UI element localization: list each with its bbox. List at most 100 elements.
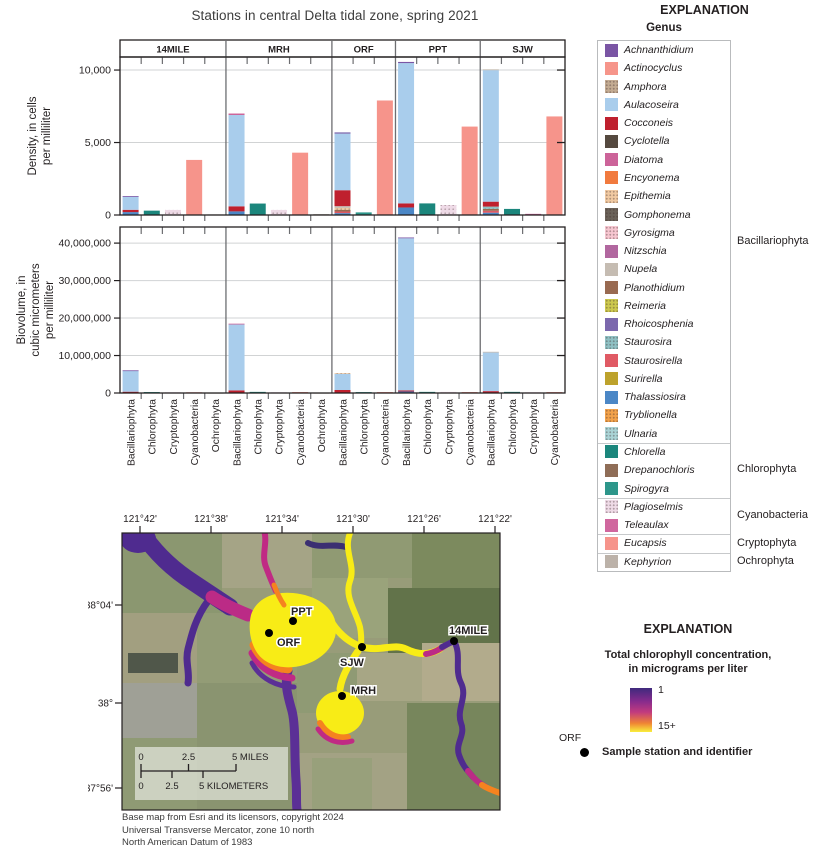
- phylum-group-label: Ochrophyta: [737, 554, 794, 567]
- legend-genus-row: Gyrosigma: [598, 224, 730, 242]
- x-category-label: Cryptophyta: [444, 399, 455, 455]
- legend-genus-row: Diatoma: [598, 151, 730, 169]
- genus-color-chip: [605, 408, 618, 422]
- credit-line: Base map from Esri and its licensors, co…: [122, 812, 344, 823]
- bar-segment-Thalassiosira: [228, 211, 245, 215]
- y-tick-label: 10,000,000: [58, 350, 111, 362]
- map-labels: 121°42' 121°38' 121°34' 121°30' 121°26' 121°2…: [88, 514, 512, 795]
- genus-color-chip: [605, 189, 618, 203]
- x-category-label: Bacillariophyta: [338, 399, 349, 466]
- genus-name: Tryblionella: [624, 409, 677, 422]
- bar-segment-Cocconeis: [228, 206, 245, 212]
- genus-color-chip: [605, 226, 618, 240]
- bar-segment-Cocconeis: [398, 390, 415, 392]
- legend-genus-row: Drepanochloris: [598, 461, 730, 479]
- bar-segment-pattern: [334, 207, 351, 210]
- legend-genus-row: Thalassiosira: [598, 388, 730, 406]
- legend-genus-row: Cyclotella: [598, 132, 730, 150]
- bar-segment-Staurosirella: [482, 210, 499, 213]
- chart-text: 0 5,000 10,000 Density, in cells per millili…: [16, 45, 561, 466]
- genus-color-chip: [605, 171, 618, 185]
- lat-label: 38°: [98, 699, 113, 710]
- x-category-label: Cyanobacteria: [190, 399, 201, 466]
- genus-name: Gomphonema: [624, 208, 691, 221]
- genus-color-chip: [605, 536, 618, 550]
- legend-genus-row: Ulnaria: [598, 425, 730, 443]
- bar-segment-Cocconeis: [122, 391, 139, 393]
- bar-segment-pattern: [270, 209, 287, 215]
- genus-color-chip: [605, 518, 618, 532]
- chlorophyll-map: 121°42' 121°38' 121°34' 121°30' 121°26' 121°2…: [88, 514, 512, 811]
- map-credits: Base map from Esri and its licensors, co…: [122, 812, 344, 850]
- bar-segment-Achnanthidium: [398, 237, 415, 239]
- genus-name: Achnanthidium: [624, 44, 694, 57]
- lat-label: 38°04': [88, 601, 113, 612]
- lon-label: 121°34': [265, 514, 299, 525]
- genus-color-chip: [605, 262, 618, 276]
- bar-segment-Chlorella: [143, 210, 160, 215]
- bar-segment-Diatoma: [228, 323, 245, 325]
- map-station-dot-PPT: [289, 617, 297, 625]
- bar-segment-Aulacoseira: [482, 352, 499, 392]
- bar-segment-Achnanthidium: [398, 61, 415, 64]
- bar-segment-Cocconeis: [228, 390, 245, 393]
- y-tick-label: 30,000,000: [58, 275, 111, 287]
- bar-segment-Staurosirella: [334, 211, 351, 214]
- phylum-group-label: Chlorophyta: [737, 463, 797, 476]
- genus-color-chip: [605, 134, 618, 148]
- genus-name: Staurosirella: [624, 354, 683, 367]
- density-plot-frame: [119, 56, 566, 216]
- bar-segment-Aulacoseira: [122, 196, 139, 210]
- bar-segment-Thalassiosira: [398, 391, 415, 393]
- legend-genus-row: Planothidium: [598, 278, 730, 296]
- genus-name: Chlorella: [624, 445, 666, 458]
- legend-genus-row: Achnanthidium: [598, 41, 730, 59]
- station-header-label: PPT: [429, 45, 448, 56]
- bar-segment-Thalassiosira: [122, 212, 139, 215]
- genus-color-chip: [605, 445, 618, 459]
- bar-segment-pattern: [164, 209, 181, 215]
- x-category-label: Cyanobacteria: [550, 399, 561, 466]
- genus-color-chip: [605, 208, 618, 222]
- genus-legend-subheading: Genus: [646, 22, 682, 34]
- x-category-label: Ochrophyta: [211, 399, 222, 453]
- map-stations: PPT ORF SJW MRH 14MILE: [265, 605, 489, 700]
- legend-group-divider: [598, 534, 730, 536]
- bar-segment-Nupela: [482, 69, 499, 71]
- bar-segment-Aulacoseira: [482, 70, 499, 202]
- bar-segment-Thalassiosira: [482, 212, 499, 215]
- sample-station-id: ORF: [559, 732, 582, 744]
- genus-name: Nitzschia: [624, 245, 667, 258]
- genus-color-chip: [605, 335, 618, 349]
- chlorophyll-min-label: 1: [658, 684, 664, 696]
- lon-label: 121°26': [407, 514, 441, 525]
- genus-name: Teleaulax: [624, 519, 669, 532]
- bar-segment-Achnanthidium: [122, 370, 139, 372]
- genus-color-chip: [605, 372, 618, 386]
- bar-segment-Chlorella: [504, 208, 521, 215]
- lon-label: 121°22': [478, 514, 512, 525]
- legend-genus-row: Chlorella: [598, 443, 730, 461]
- bar-segment-Achnanthidium: [122, 196, 139, 197]
- x-category-label: Chlorophyta: [359, 399, 370, 455]
- genus-color-chip: [605, 317, 618, 331]
- genus-name: Gyrosigma: [624, 226, 675, 239]
- map-graticule-ticks: [115, 526, 496, 789]
- genus-name: Reimeria: [624, 299, 667, 312]
- y-tick-label: 5,000: [85, 137, 111, 149]
- sample-station-dot-icon: [580, 748, 589, 757]
- bar-segment-Nupela: [334, 206, 351, 208]
- legend-genus-row: Rhoicosphenia: [598, 315, 730, 333]
- genus-name: Ulnaria: [624, 427, 658, 440]
- chlorophyll-legend-heading: EXPLANATION: [643, 622, 733, 636]
- genus-name: Amphora: [624, 80, 667, 93]
- legend-genus-row: Plagioselmis: [598, 498, 730, 516]
- legend-genus-row: Encyonema: [598, 169, 730, 187]
- x-category-label: Chlorophyta: [148, 399, 159, 455]
- bar-segment-Cocconeis: [398, 203, 415, 208]
- legend-genus-row: Nitzschia: [598, 242, 730, 260]
- station-header-label: SJW: [512, 45, 533, 56]
- bar-segment-Cocconeis: [334, 390, 351, 393]
- bar-segment-Nupela: [482, 351, 499, 353]
- genus-name: Cocconeis: [624, 117, 674, 130]
